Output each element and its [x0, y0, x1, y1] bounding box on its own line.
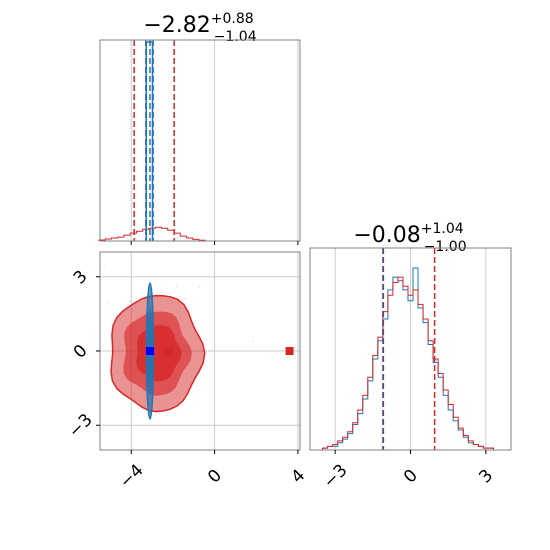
truth-marker [146, 347, 154, 355]
title-param-0: −2.82+0.88 −1.04 [143, 11, 256, 45]
tick-label-right-1: 0 [400, 466, 422, 488]
tick-label-joint-y-1: 0 [70, 341, 92, 363]
svg-text:−2.82+0.88−1.04: −2.82+0.88 −1.04 [143, 11, 256, 45]
title-param-1-plus: +1.04 [421, 221, 464, 237]
marginal-param-0-panel [98, 39, 301, 245]
tick-label-joint-x-2: 4 [287, 466, 309, 488]
title-param-0-plus: +0.88 [211, 11, 254, 27]
sample-point [252, 340, 254, 343]
title-param-1-median: −0.08 [353, 223, 420, 248]
tick-label-right-0: −3 [320, 461, 352, 493]
title-param-0-minus: −1.04 [214, 29, 257, 45]
sample-point [175, 285, 178, 287]
sample-point [103, 265, 106, 268]
sample-point [158, 412, 161, 415]
histogram-broad-param-1 [317, 276, 499, 451]
outlier-marker-1 [164, 347, 173, 355]
sample-point [211, 348, 214, 351]
sample-point [107, 301, 110, 304]
axes-frame-top [99, 39, 301, 242]
tick-label-joint-y-0: −3 [65, 410, 97, 442]
tick-label-joint-x-1: 0 [204, 466, 226, 488]
sample-point [183, 297, 186, 300]
tick-label-right-2: 3 [475, 466, 497, 488]
marginal-param-1-panel: −3 0 3 [309, 247, 512, 493]
sample-point [128, 300, 131, 302]
outlier-marker-0 [285, 347, 294, 355]
joint-panel: −4 0 4 −3 0 3 [65, 251, 309, 493]
tick-label-joint-y-2: 3 [70, 267, 92, 289]
title-param-1: −0.08+1.04 −1.00 [353, 221, 466, 255]
title-param-0-median: −2.82 [143, 13, 210, 38]
sample-point [198, 286, 201, 288]
tick-label-joint-x-0: −4 [116, 461, 148, 493]
svg-text:−0.08+1.04−1.00: −0.08+1.04 −1.00 [353, 221, 466, 255]
title-param-1-minus: −1.00 [424, 239, 467, 255]
